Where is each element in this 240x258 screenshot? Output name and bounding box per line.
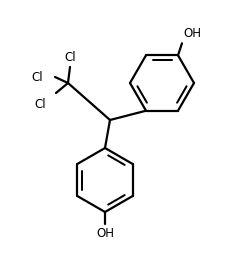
Text: Cl: Cl <box>31 70 43 84</box>
Text: Cl: Cl <box>64 51 76 64</box>
Text: OH: OH <box>183 27 201 40</box>
Text: Cl: Cl <box>34 98 46 111</box>
Text: OH: OH <box>96 227 114 240</box>
